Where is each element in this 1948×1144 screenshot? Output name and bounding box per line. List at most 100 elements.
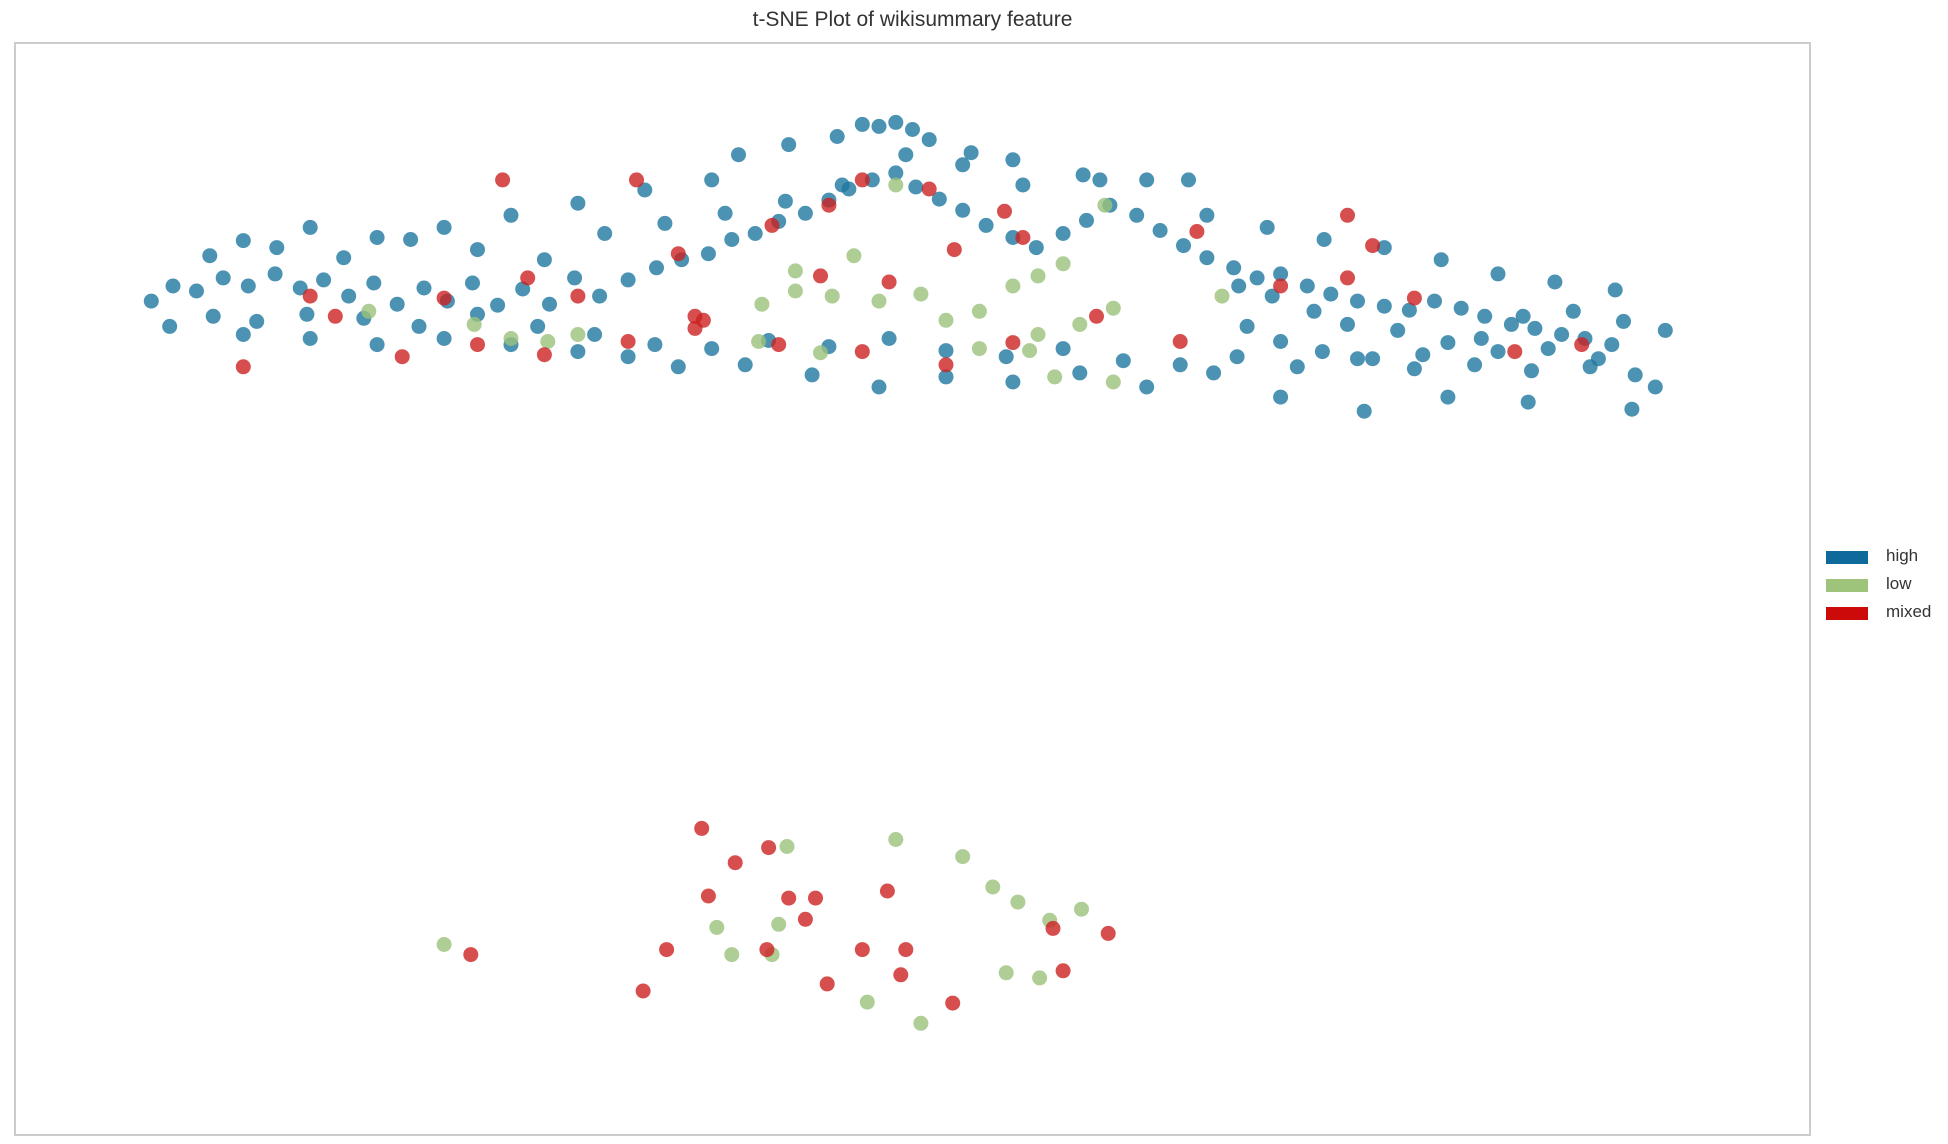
point-mixed-9 — [938, 357, 954, 373]
point-high-124 — [637, 182, 653, 198]
point-low-39 — [709, 919, 725, 935]
point-low-19 — [1072, 316, 1088, 332]
point-low-25 — [1047, 369, 1063, 385]
point-high-143 — [1365, 351, 1381, 367]
point-mixed-46 — [635, 983, 651, 999]
point-high-53 — [1453, 300, 1469, 316]
point-low-10 — [938, 312, 954, 328]
point-high-83 — [1467, 357, 1483, 373]
point-high-63 — [299, 306, 315, 322]
point-high-81 — [1350, 351, 1365, 367]
point-low-36 — [1074, 901, 1089, 917]
point-high-147 — [1565, 303, 1581, 319]
point-mixed-32 — [946, 242, 962, 258]
point-high-90 — [403, 232, 419, 247]
point-low-13 — [1030, 268, 1046, 284]
legend-entry-high: high — [1826, 545, 1944, 573]
point-mixed-49 — [1055, 963, 1071, 979]
point-high-20 — [649, 260, 664, 276]
legend-label-low: low — [1886, 574, 1912, 593]
point-high-95 — [717, 205, 733, 221]
plot-area — [14, 42, 1811, 1136]
point-mixed-36 — [495, 172, 511, 188]
point-mixed-40 — [727, 855, 743, 871]
point-high-119 — [731, 147, 746, 163]
point-high-47 — [1299, 278, 1315, 294]
point-high-101 — [1075, 167, 1091, 183]
point-high-44 — [1226, 260, 1242, 276]
point-low-11 — [971, 303, 987, 319]
point-low-15 — [1097, 197, 1113, 213]
point-high-62 — [249, 313, 265, 329]
legend-label-mixed: mixed — [1886, 602, 1932, 621]
point-high-125 — [570, 195, 586, 211]
point-low-40 — [1032, 970, 1048, 986]
point-high-165 — [620, 349, 636, 365]
point-high-138 — [1540, 341, 1556, 357]
point-low-2 — [503, 331, 519, 346]
point-high-158 — [1072, 365, 1088, 381]
point-high-122 — [1181, 172, 1196, 188]
point-low-44 — [913, 1015, 929, 1031]
point-high-126 — [503, 207, 519, 223]
point-mixed-28 — [570, 288, 586, 304]
point-high-100 — [1015, 177, 1031, 193]
point-high-2 — [189, 283, 204, 299]
point-high-106 — [1376, 240, 1392, 256]
point-high-1 — [165, 278, 181, 294]
point-high-99 — [955, 157, 971, 173]
point-high-140 — [1239, 318, 1255, 334]
point-low-30 — [779, 839, 795, 854]
legend-entry-low: low — [1826, 573, 1944, 601]
point-high-54 — [1477, 308, 1493, 324]
point-high-74 — [938, 343, 954, 359]
point-mixed-34 — [1340, 207, 1355, 223]
point-high-9 — [366, 275, 382, 291]
point-high-148 — [1616, 313, 1631, 329]
point-low-9 — [913, 286, 929, 302]
point-high-152 — [1520, 394, 1536, 410]
point-low-34 — [1010, 894, 1026, 910]
point-high-137 — [1490, 344, 1506, 360]
point-low-28 — [1105, 374, 1121, 390]
point-high-170 — [302, 331, 318, 346]
point-low-26 — [813, 345, 828, 361]
point-high-60 — [162, 318, 178, 334]
point-high-88 — [269, 240, 285, 256]
point-high-94 — [657, 215, 673, 231]
point-low-31 — [888, 832, 904, 847]
point-mixed-18 — [302, 288, 318, 304]
point-low-43 — [859, 994, 875, 1010]
point-high-8 — [341, 288, 357, 304]
point-high-151 — [1624, 401, 1640, 417]
point-high-149 — [1657, 322, 1673, 338]
point-high-77 — [1115, 353, 1131, 369]
point-low-14 — [1055, 256, 1071, 272]
point-mixed-12 — [1172, 334, 1188, 349]
legend-entry-mixed: mixed — [1826, 601, 1944, 629]
point-high-134 — [1340, 316, 1355, 332]
point-mixed-25 — [997, 203, 1012, 219]
point-high-89 — [336, 250, 352, 266]
point-low-24 — [1022, 343, 1038, 359]
point-high-45 — [1249, 270, 1265, 286]
legend-label-high: high — [1886, 546, 1919, 565]
point-high-104 — [1259, 219, 1275, 235]
point-low-4 — [570, 327, 586, 342]
point-high-136 — [1440, 335, 1456, 351]
point-high-87 — [202, 248, 218, 264]
point-high-91 — [470, 242, 485, 258]
point-mixed-43 — [854, 942, 870, 958]
point-mixed-4 — [536, 347, 552, 363]
point-high-96 — [777, 193, 793, 209]
point-high-109 — [1547, 274, 1563, 290]
legend-swatch-mixed — [1826, 607, 1868, 620]
point-high-164 — [670, 359, 686, 375]
point-high-153 — [1440, 389, 1456, 405]
point-high-166 — [570, 344, 586, 360]
point-low-18 — [1030, 327, 1046, 342]
point-high-154 — [1356, 403, 1372, 419]
series-mixed — [235, 172, 1590, 1011]
point-high-129 — [302, 219, 318, 235]
point-low-27 — [751, 334, 767, 349]
